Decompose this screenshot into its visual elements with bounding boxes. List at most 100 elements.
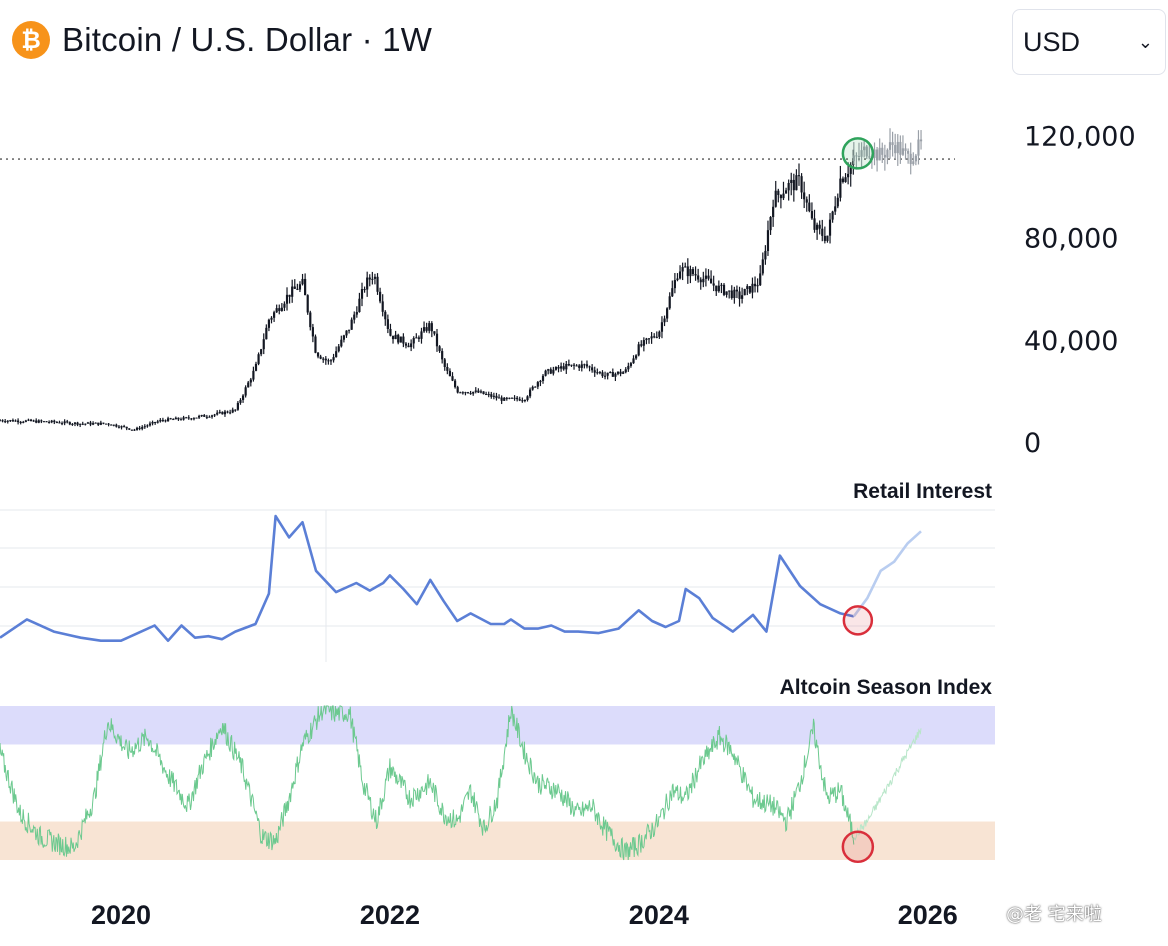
price-candle bbox=[459, 392, 462, 394]
price-candle bbox=[570, 364, 573, 366]
price-candle bbox=[97, 422, 100, 425]
price-candle bbox=[102, 422, 105, 424]
price-candle bbox=[239, 399, 242, 403]
price-candle bbox=[560, 366, 563, 369]
projection-candle bbox=[883, 154, 886, 158]
price-candle bbox=[668, 296, 671, 309]
price-candle bbox=[495, 395, 498, 399]
price-candle bbox=[508, 397, 511, 399]
price-candle bbox=[784, 190, 788, 194]
price-candle bbox=[244, 387, 247, 396]
price-candle bbox=[234, 409, 237, 411]
price-candle bbox=[6, 420, 9, 422]
price-candle bbox=[634, 355, 638, 359]
price-candle bbox=[156, 421, 159, 423]
price-candle bbox=[671, 288, 674, 297]
price-candle bbox=[283, 303, 286, 308]
price-candle bbox=[376, 276, 379, 292]
price-candle bbox=[761, 259, 764, 274]
price-candle bbox=[841, 178, 845, 182]
price-candle bbox=[676, 278, 679, 281]
price-candle bbox=[360, 289, 364, 299]
price-candle bbox=[658, 331, 661, 337]
price-candle bbox=[461, 392, 464, 394]
price-candle bbox=[805, 199, 808, 203]
price-candle bbox=[792, 179, 795, 191]
price-candle bbox=[288, 294, 291, 297]
y-tick-label: 40,000 bbox=[1024, 326, 1118, 357]
price-candle bbox=[836, 197, 839, 207]
price-candle bbox=[678, 271, 682, 279]
price-candle bbox=[790, 179, 793, 183]
price-candle bbox=[130, 429, 133, 431]
price-candle bbox=[694, 274, 697, 276]
pane-title: Retail Interest bbox=[853, 480, 992, 503]
price-candle bbox=[104, 423, 108, 425]
price-candle bbox=[335, 351, 338, 358]
price-candle bbox=[40, 420, 43, 422]
price-candle bbox=[435, 333, 439, 347]
green-circle-marker bbox=[841, 137, 875, 170]
price-candle bbox=[332, 357, 335, 361]
x-tick-label: 2026 bbox=[898, 900, 958, 930]
price-candle bbox=[707, 275, 710, 279]
price-candle bbox=[430, 323, 433, 332]
price-candle bbox=[526, 396, 529, 401]
projection-candle bbox=[909, 153, 912, 165]
price-candle bbox=[751, 283, 754, 293]
price-candle bbox=[252, 370, 255, 380]
price-pane: 120,000 80,000 40,000 0 bbox=[0, 122, 1136, 459]
price-candle bbox=[229, 412, 232, 414]
price-candle bbox=[720, 284, 723, 286]
price-candle bbox=[485, 394, 488, 396]
x-tick-label: 2020 bbox=[91, 900, 151, 930]
price-candle bbox=[205, 416, 208, 418]
price-candle bbox=[541, 375, 545, 381]
price-candle bbox=[0, 420, 2, 422]
price-candle bbox=[730, 290, 733, 298]
price-candle bbox=[363, 289, 366, 291]
price-candle bbox=[128, 428, 131, 430]
price-candle bbox=[358, 298, 361, 313]
projection-candle bbox=[917, 139, 920, 156]
price-candle bbox=[764, 250, 767, 260]
price-candle bbox=[425, 327, 428, 331]
price-candle bbox=[422, 327, 426, 332]
price-candle bbox=[350, 319, 353, 330]
price-candle bbox=[143, 426, 146, 428]
price-candle bbox=[753, 283, 757, 287]
price-candle bbox=[510, 397, 514, 399]
projection-candle bbox=[860, 150, 863, 157]
price-candle bbox=[345, 330, 348, 336]
price-candle bbox=[278, 308, 281, 311]
price-candle bbox=[847, 173, 850, 178]
price-candle bbox=[782, 193, 785, 199]
price-candle bbox=[275, 308, 278, 313]
price-candle bbox=[37, 420, 40, 423]
price-candle bbox=[257, 354, 260, 364]
projection-candle bbox=[878, 147, 881, 161]
price-candle bbox=[544, 370, 547, 376]
price-candle bbox=[717, 285, 720, 292]
price-candle bbox=[368, 277, 371, 280]
price-candle bbox=[342, 335, 346, 340]
price-candle bbox=[844, 177, 847, 182]
price-candle bbox=[316, 352, 320, 357]
price-candle bbox=[722, 284, 726, 295]
price-candle bbox=[808, 202, 811, 212]
price-candle bbox=[210, 415, 214, 417]
price-candle bbox=[24, 420, 27, 422]
price-candle bbox=[60, 423, 64, 425]
price-candle bbox=[389, 328, 392, 336]
price-candle bbox=[177, 417, 180, 420]
currency-select[interactable]: USD ⌄ bbox=[1012, 9, 1166, 75]
price-candle bbox=[79, 423, 82, 425]
price-candle bbox=[523, 400, 527, 402]
y-tick-label: 120,000 bbox=[1024, 122, 1136, 153]
price-candle bbox=[627, 365, 630, 370]
price-candle bbox=[159, 419, 162, 422]
projection-candle bbox=[919, 139, 923, 142]
price-candle bbox=[616, 371, 620, 374]
price-candle bbox=[609, 372, 612, 374]
